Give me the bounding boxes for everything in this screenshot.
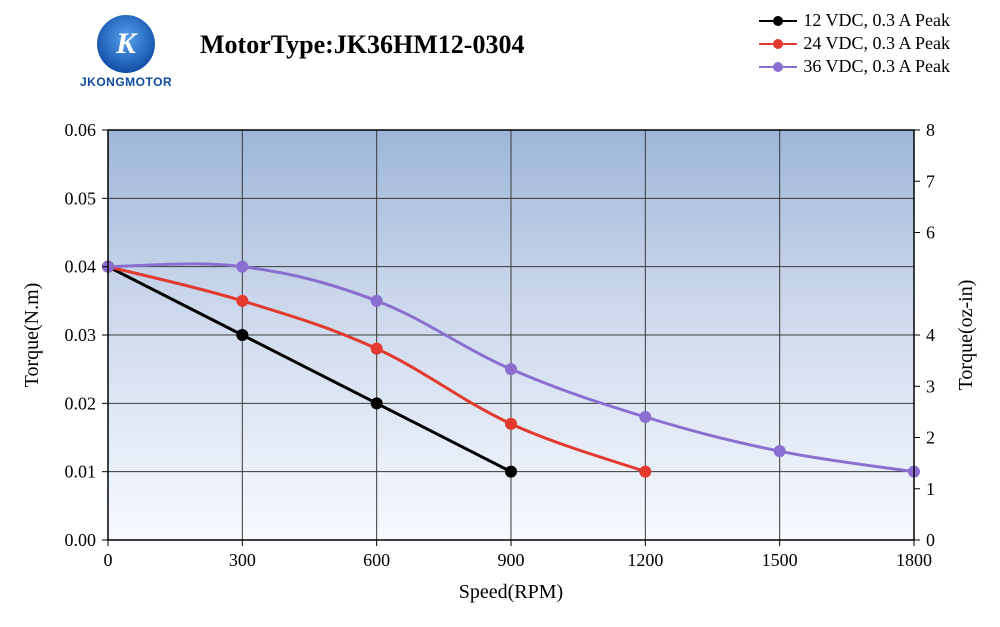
svg-text:0.04: 0.04: [65, 257, 97, 277]
svg-text:2: 2: [926, 428, 935, 448]
svg-text:7: 7: [926, 171, 935, 191]
svg-text:Torque(oz-in): Torque(oz-in): [955, 280, 977, 391]
svg-text:8: 8: [926, 120, 935, 140]
torque-speed-chart: 0 300 600 900 1200 1500 1800 0.00 0.01 0.02 0.03 0.…: [0, 0, 1000, 627]
svg-text:4: 4: [926, 325, 935, 345]
svg-text:3: 3: [926, 376, 935, 396]
svg-text:1200: 1200: [627, 550, 663, 570]
svg-text:Torque(N.m): Torque(N.m): [21, 283, 43, 388]
svg-text:0.06: 0.06: [65, 120, 97, 140]
svg-text:1: 1: [926, 479, 935, 499]
chart-container: K JKONGMOTOR MotorType:JK36HM12-0304 12 …: [0, 0, 1000, 627]
svg-text:600: 600: [363, 550, 390, 570]
svg-text:1500: 1500: [762, 550, 798, 570]
svg-text:0.02: 0.02: [65, 393, 97, 413]
svg-text:0.03: 0.03: [65, 325, 97, 345]
svg-text:300: 300: [229, 550, 256, 570]
svg-text:Speed(RPM): Speed(RPM): [459, 581, 563, 603]
svg-text:0.05: 0.05: [65, 188, 97, 208]
svg-text:0.00: 0.00: [65, 530, 97, 550]
svg-text:0: 0: [104, 550, 113, 570]
svg-text:1800: 1800: [896, 550, 932, 570]
svg-text:0.01: 0.01: [65, 462, 97, 482]
svg-text:900: 900: [498, 550, 525, 570]
svg-text:0: 0: [926, 530, 935, 550]
svg-text:6: 6: [926, 223, 935, 243]
